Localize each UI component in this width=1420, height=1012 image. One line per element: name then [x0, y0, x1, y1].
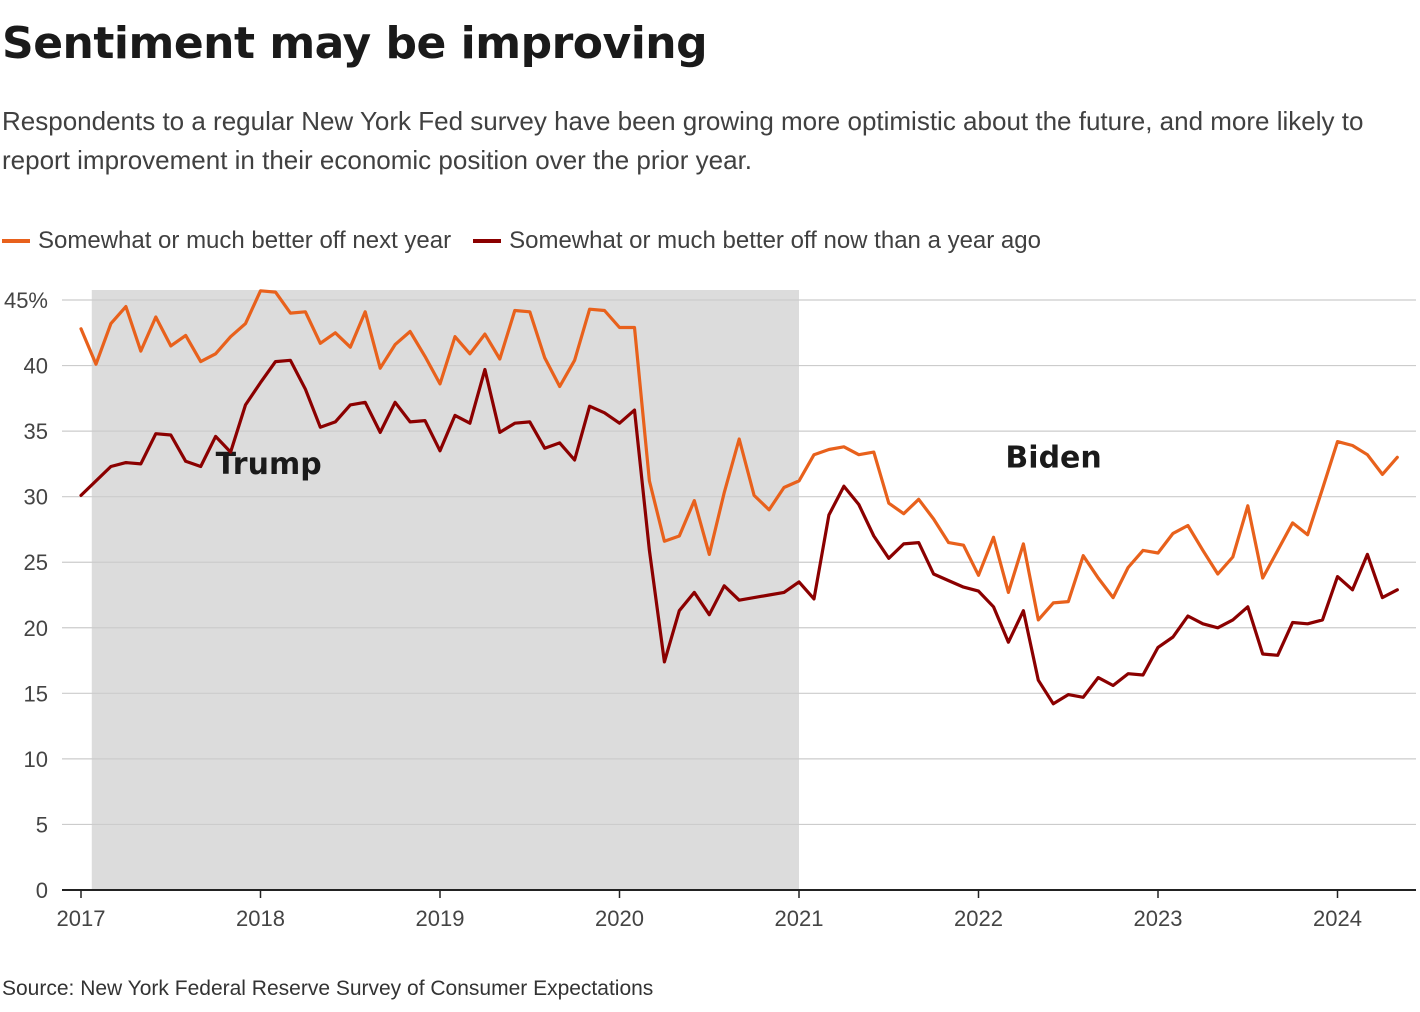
legend-item-now-vs-year-ago: Somewhat or much better off now than a y…: [473, 227, 1041, 255]
y-tick-label-20: 20: [24, 616, 48, 641]
line-chart: 0 5 10 15 20 25 30 35 40 45% 2017 2018 2019 2020 2021 2…: [4, 288, 1416, 931]
shaded-period-0: [91, 290, 799, 890]
x-tick-label-2024: 2024: [1313, 906, 1362, 931]
annotation-trump: Trump: [216, 447, 322, 482]
legend-swatch-next-year: [2, 239, 30, 243]
y-tick-label-25: 25: [24, 550, 48, 575]
x-tick-label-2022: 2022: [954, 906, 1003, 931]
series-line-now-vs-year-ago-group: [79, 358, 1399, 706]
y-tick-label-35: 35: [24, 419, 48, 444]
legend: Somewhat or much better off next year So…: [2, 227, 1041, 255]
chart-subtitle: Respondents to a regular New York Fed su…: [2, 106, 1364, 175]
y-tick-label-10: 10: [24, 747, 48, 772]
y-tick-label-0: 0: [36, 878, 48, 903]
x-tick-label-2020: 2020: [595, 906, 644, 931]
series-line-now-vs-year-ago: [79, 358, 1399, 706]
series-line-next-year-group: [79, 289, 1399, 622]
legend-label-next-year: Somewhat or much better off next year: [38, 227, 452, 254]
x-tick-label-2018: 2018: [236, 906, 285, 931]
x-tick-label-2019: 2019: [416, 906, 465, 931]
series-line-next-year: [79, 289, 1399, 622]
annotation-biden: Biden: [1005, 440, 1101, 475]
legend-item-next-year: Somewhat or much better off next year: [2, 227, 451, 255]
legend-swatch-now-vs-year-ago: [473, 239, 502, 243]
y-tick-label-30: 30: [24, 485, 48, 510]
chart-title: Sentiment may be improving: [2, 18, 708, 69]
x-tick-label-2017: 2017: [57, 906, 106, 931]
y-tick-label-15: 15: [24, 681, 48, 706]
x-tick-label-2023: 2023: [1134, 906, 1183, 931]
source-note: Source: New York Federal Reserve Survey …: [2, 977, 654, 1000]
x-tick-label-2021: 2021: [775, 906, 824, 931]
y-tick-label-5: 5: [36, 812, 48, 837]
y-tick-label-45: 45%: [4, 288, 48, 313]
legend-label-now-vs-year-ago: Somewhat or much better off now than a y…: [509, 227, 1041, 254]
y-tick-label-40: 40: [24, 354, 48, 379]
